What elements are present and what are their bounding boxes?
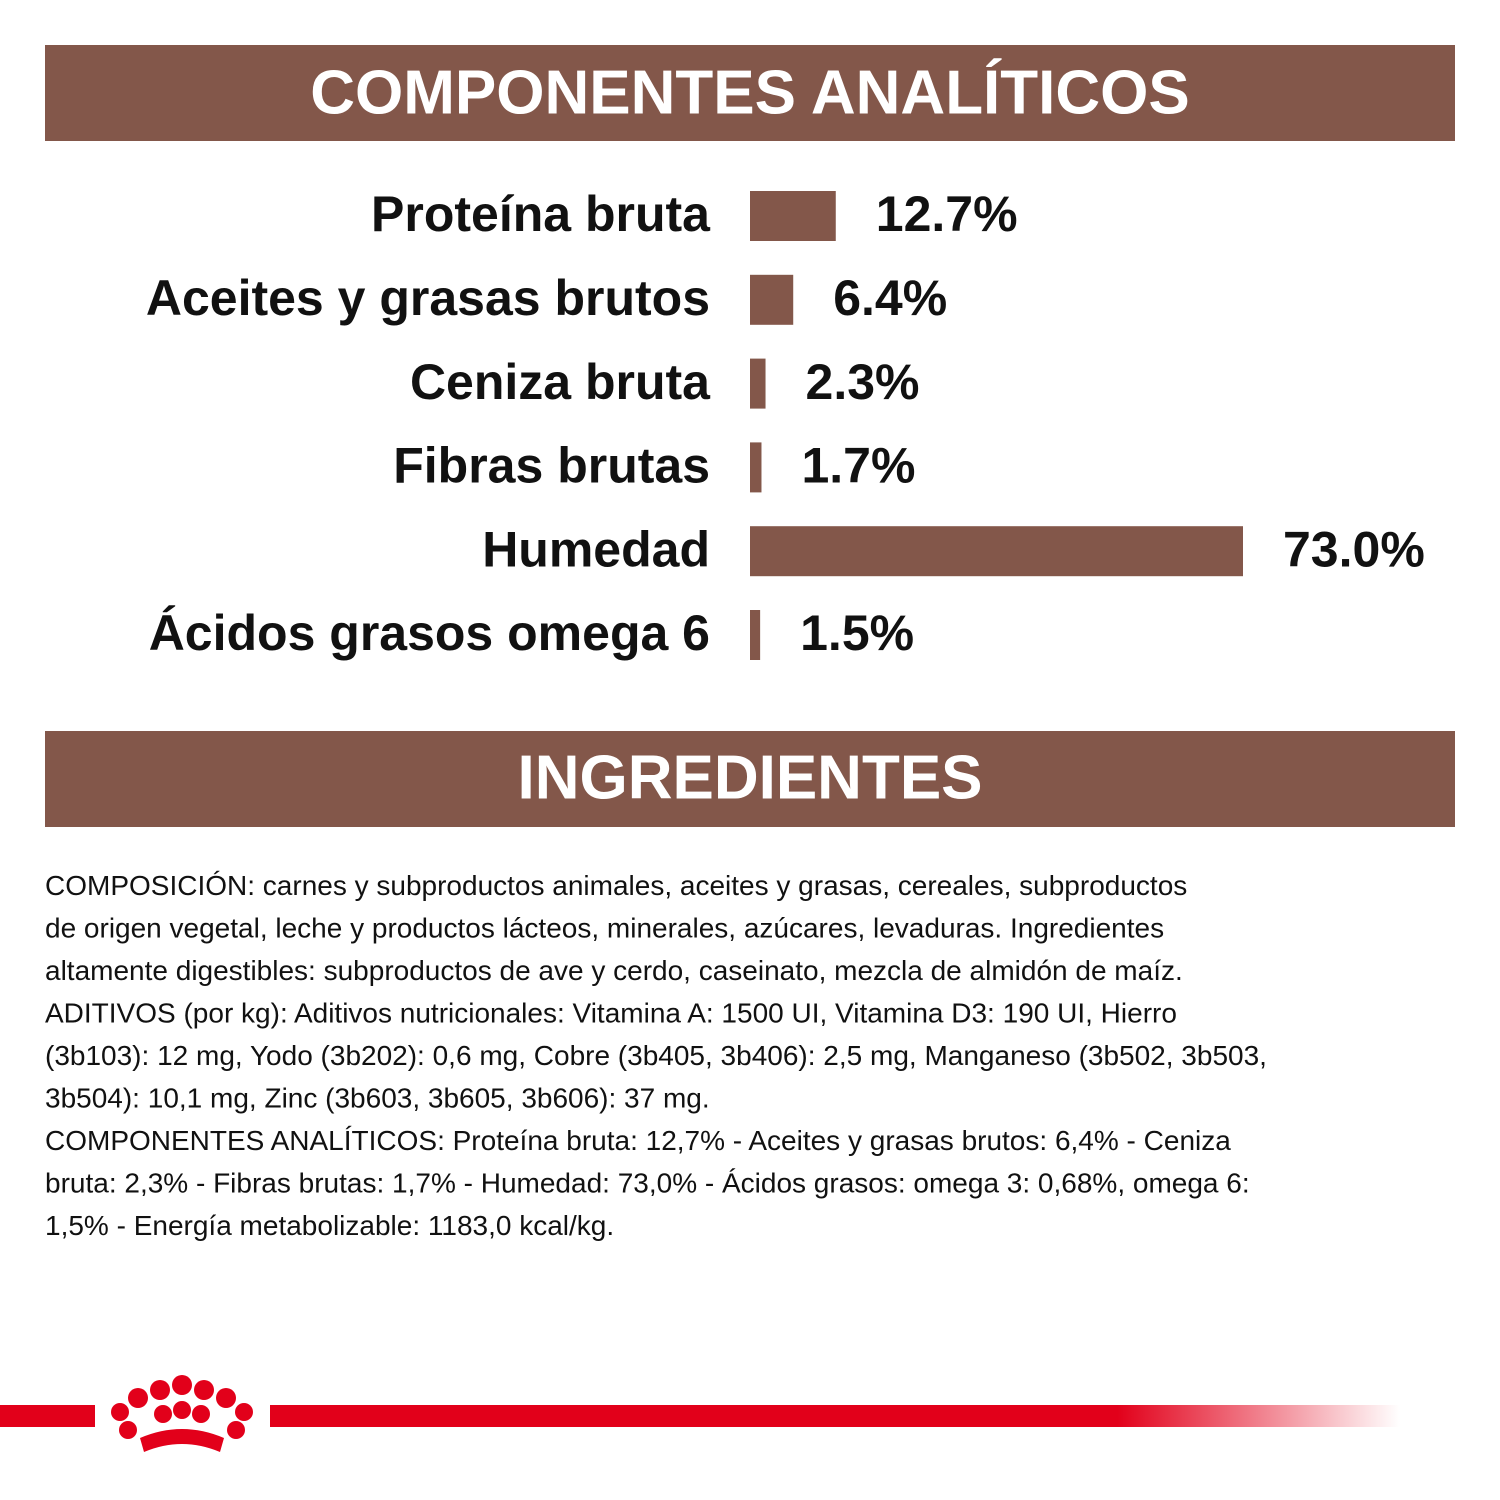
category-label: Fibras brutas [393, 438, 710, 494]
category-label: Humedad [482, 521, 710, 577]
bar [750, 442, 762, 493]
header-band [45, 731, 1455, 827]
category-label: Ácidos grasos omega 6 [149, 605, 710, 661]
value-label: 6.4% [833, 270, 947, 326]
value-label: 1.5% [800, 605, 914, 661]
ingredient-line: COMPONENTES ANALÍTICOS: Proteína bruta: … [45, 1125, 1231, 1156]
ingredient-line: 1,5% - Energía metabolizable: 1183,0 kca… [45, 1210, 614, 1241]
value-label: 12.7% [876, 186, 1018, 242]
ingredient-line: (3b103): 12 mg, Yodo (3b202): 0,6 mg, Co… [45, 1040, 1267, 1071]
value-label: 1.7% [801, 438, 915, 494]
ingredient-line: 3b504): 10,1 mg, Zinc (3b603, 3b605, 3b6… [45, 1083, 710, 1114]
ingredient-line: de origen vegetal, leche y productos lác… [45, 913, 1164, 944]
ingredient-line: COMPOSICIÓN: carnes y subproductos anima… [45, 870, 1187, 901]
bar [750, 191, 836, 241]
section-title: INGREDIENTES [517, 743, 982, 812]
bar [750, 610, 761, 660]
header-band [45, 45, 1455, 141]
ingredient-line: bruta: 2,3% - Fibras brutas: 1,7% - Hume… [45, 1168, 1250, 1199]
value-label: 73.0% [1283, 521, 1425, 577]
bar [750, 274, 794, 325]
logo [0, 1375, 1400, 1452]
ingredient-line: altamente digestibles: subproductos de a… [45, 955, 1183, 986]
ingredient-line: ADITIVOS (por kg): Aditivos nutricionale… [45, 998, 1177, 1029]
value-label: 2.3% [806, 354, 920, 410]
category-label: Ceniza bruta [410, 354, 711, 410]
bar [750, 358, 766, 409]
bar [750, 526, 1243, 577]
chart-title: COMPONENTES ANALÍTICOS [310, 58, 1190, 127]
category-label: Proteína bruta [371, 186, 711, 242]
category-label: Aceites y grasas brutos [146, 270, 710, 326]
